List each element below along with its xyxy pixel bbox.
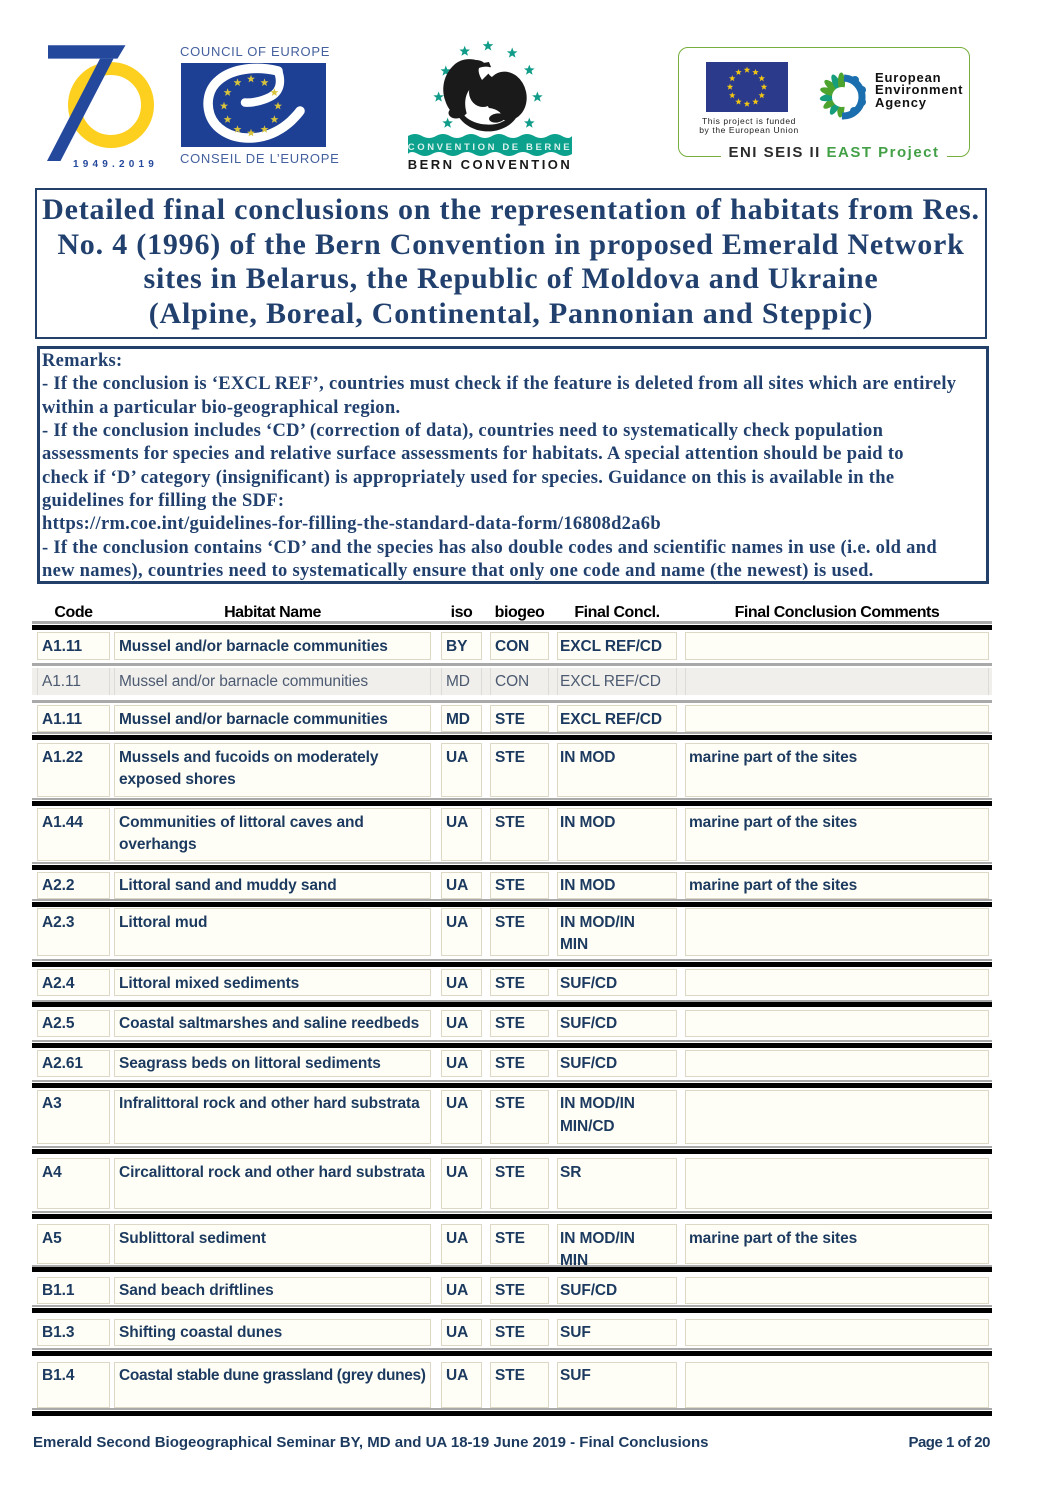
svg-text:1949.2019: 1949.2019 — [73, 159, 158, 170]
svg-text:CONVENTION DE BERNE: CONVENTION DE BERNE — [408, 142, 572, 153]
svg-text:BERN CONVENTION: BERN CONVENTION — [408, 157, 573, 172]
